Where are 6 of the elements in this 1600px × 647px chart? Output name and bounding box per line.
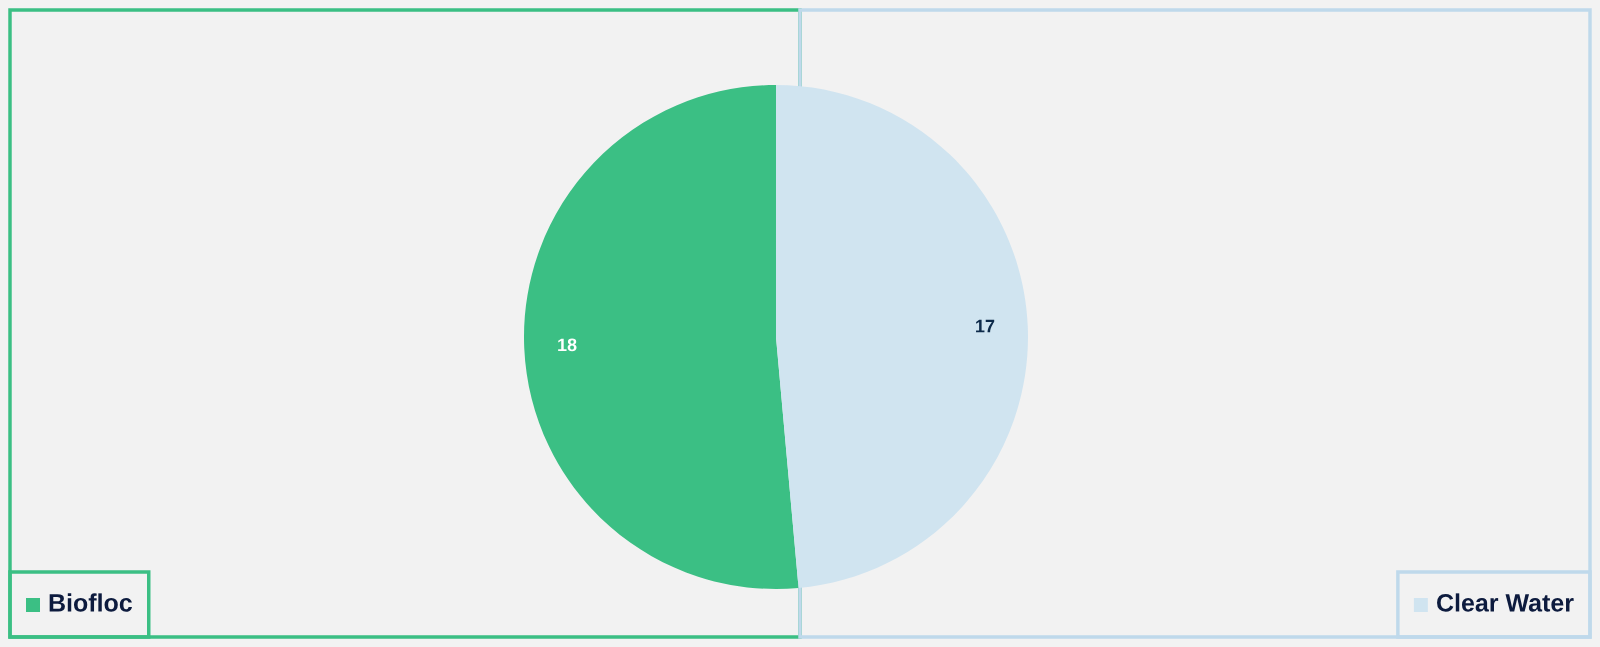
data-label: 18 — [558, 338, 577, 352]
legend-label: Clear Water — [1437, 593, 1574, 612]
pie-slice — [776, 85, 1028, 588]
legend-label: Biofloc — [49, 593, 132, 612]
pie-slice — [524, 85, 799, 589]
data-label: 17 — [976, 319, 995, 333]
